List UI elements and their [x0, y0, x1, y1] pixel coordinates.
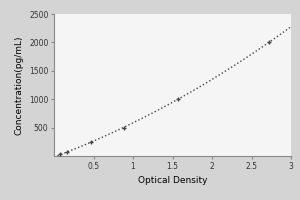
Point	[121, 126, 126, 129]
Point	[65, 151, 70, 154]
Point	[58, 153, 63, 156]
Point	[176, 98, 180, 101]
Point	[89, 140, 94, 143]
Y-axis label: Concentration(pg/mL): Concentration(pg/mL)	[14, 35, 23, 135]
X-axis label: Optical Density: Optical Density	[138, 176, 207, 185]
Point	[266, 41, 271, 44]
